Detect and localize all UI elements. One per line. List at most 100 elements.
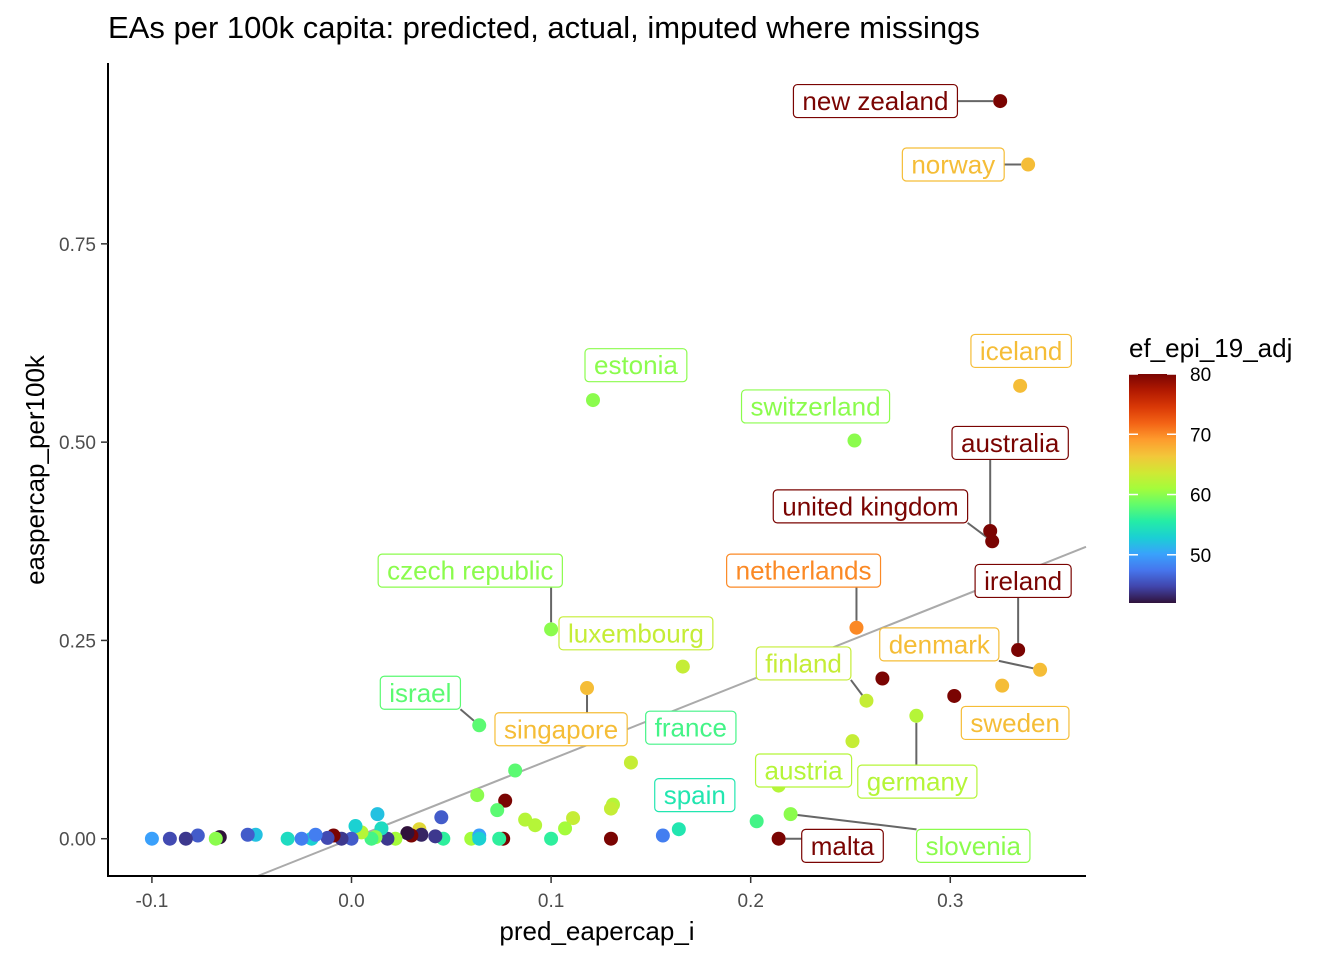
point-label-text: spain	[664, 780, 726, 810]
point-label-box	[879, 627, 1000, 662]
point-label: germany	[857, 764, 978, 799]
point-label-box	[377, 553, 563, 588]
data-point	[875, 671, 890, 686]
label-connector	[797, 813, 917, 831]
point-label-text: france	[655, 713, 727, 743]
x-tick-label: -0.1	[136, 891, 169, 912]
point-label: iceland	[970, 333, 1072, 369]
data-point	[162, 831, 177, 846]
data-point	[586, 393, 601, 408]
point-label: switzerland	[740, 389, 891, 424]
data-point	[348, 819, 363, 834]
point-label-text: czech republic	[387, 556, 553, 586]
label-connector-layer	[459, 100, 1034, 840]
x-tick-label: 0.0	[338, 891, 364, 912]
data-point	[364, 831, 379, 846]
point-label-box	[960, 705, 1070, 741]
point-label-box	[801, 828, 884, 863]
data-point	[208, 831, 223, 846]
data-point	[985, 534, 1000, 549]
data-point	[414, 827, 429, 842]
data-point-layer	[144, 94, 1048, 846]
x-tick-label: 0.1	[538, 891, 564, 912]
data-point	[144, 831, 159, 846]
data-point	[655, 828, 670, 843]
x-tick-label: 0.2	[737, 891, 763, 912]
data-point	[749, 814, 764, 829]
point-label-box	[645, 710, 737, 745]
data-point	[1021, 157, 1036, 172]
data-point	[947, 688, 962, 703]
point-label: estonia	[584, 348, 688, 383]
data-point	[993, 94, 1008, 109]
data-point	[400, 826, 415, 841]
point-label: norway	[901, 147, 1005, 182]
data-point	[380, 831, 395, 846]
point-label-text: norway	[911, 150, 995, 180]
data-point	[344, 831, 359, 846]
data-point	[492, 831, 507, 846]
data-point	[490, 803, 505, 818]
point-label-text: denmark	[889, 629, 991, 659]
point-label-box	[974, 563, 1072, 599]
point-label: netherlands	[726, 553, 882, 588]
label-connector	[998, 659, 1034, 670]
point-label: ireland	[974, 563, 1072, 599]
y-tick-label: 0.25	[59, 631, 96, 652]
legend-tick-label: 70	[1190, 425, 1211, 446]
point-label-box	[654, 777, 736, 813]
legend-ticks: 50 60 70 80	[1129, 365, 1211, 567]
x-tick-label: 0.3	[937, 891, 963, 912]
y-tick-label: 0.00	[59, 830, 96, 851]
point-label-text: australia	[961, 428, 1060, 458]
data-point	[909, 708, 924, 723]
point-label-text: ireland	[984, 566, 1062, 596]
data-point	[178, 831, 193, 846]
legend-colorbar	[1129, 374, 1176, 603]
data-point	[771, 831, 786, 846]
data-point	[849, 620, 864, 635]
point-label-text: netherlands	[736, 556, 872, 586]
point-label-box	[740, 389, 891, 424]
label-connector	[459, 708, 475, 722]
point-label-box	[755, 646, 852, 681]
data-point	[508, 763, 523, 778]
data-point	[190, 828, 205, 843]
data-point	[603, 831, 618, 846]
y-axis-ticks: 0.00 0.25 0.50 0.75	[59, 235, 108, 851]
data-point	[845, 734, 860, 749]
data-point	[558, 821, 573, 836]
y-tick-label: 0.50	[59, 433, 96, 454]
data-point	[544, 831, 559, 846]
point-label-text: malta	[811, 831, 875, 861]
x-axis-ticks: -0.1 0.0 0.1 0.2 0.3	[136, 876, 963, 912]
point-label-box	[772, 489, 969, 524]
point-label-box	[970, 333, 1072, 369]
point-label-text: new zealand	[802, 86, 948, 116]
y-axis-label: easpercap_per100k	[20, 354, 50, 585]
data-point	[847, 433, 862, 448]
data-point	[370, 807, 385, 822]
data-point	[434, 810, 449, 825]
data-point	[498, 793, 513, 808]
label-connector	[967, 522, 988, 538]
point-label-box	[494, 712, 628, 747]
point-label-box	[792, 83, 959, 119]
data-point	[320, 830, 335, 845]
data-point	[470, 788, 485, 803]
data-point	[623, 755, 638, 770]
point-label: spain	[654, 777, 736, 813]
point-label: slovenia	[915, 828, 1031, 863]
data-point	[675, 659, 690, 674]
point-label-box	[584, 348, 688, 383]
point-label-text: luxembourg	[568, 618, 704, 648]
point-label: israel	[379, 675, 462, 710]
point-label-box	[726, 553, 882, 588]
point-label: france	[645, 710, 737, 745]
data-point	[995, 678, 1010, 693]
point-label-text: singapore	[504, 714, 618, 744]
point-label-box	[558, 616, 714, 651]
point-label-box	[915, 828, 1031, 863]
